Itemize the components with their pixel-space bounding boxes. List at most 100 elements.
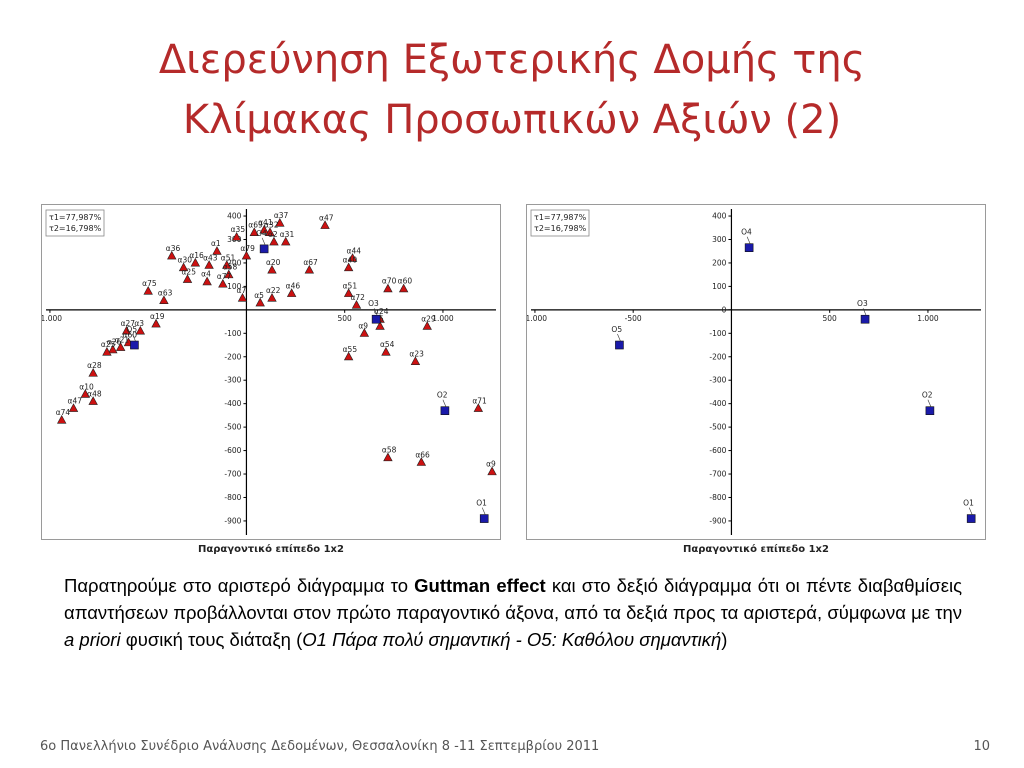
label-leader-line [746,236,751,244]
a-priori-text: a priori [64,629,121,650]
point-label: α32 [264,220,279,229]
y-tick-label: 100 [227,282,242,291]
triangle-point-marker [351,300,362,309]
y-tick-label: -400 [709,399,726,408]
x-tick-label: -1.000 [527,314,547,323]
label-leader-line [481,507,486,515]
point-label: O5 [126,325,137,334]
point-label: α28 [87,361,102,370]
point-label: α43 [203,253,218,262]
page-number: 10 [973,739,990,754]
y-tick-label: 400 [712,212,727,221]
x-tick-label: -1.000 [42,314,62,323]
point-label: O3 [857,299,868,308]
point-label: α35 [231,225,246,234]
point-label: α74 [56,408,71,417]
square-point-marker [744,243,754,252]
point-label: α5 [254,291,264,300]
label-leader-line [968,507,973,515]
x-tick-label: 500 [823,314,838,323]
title-line-2: Κλίμακας Προσωπικών Αξιών (2) [182,97,842,143]
point-label: α72 [350,293,365,302]
triangle-point-marker [167,250,177,260]
y-tick-label: 400 [227,212,242,221]
triangle-point-marker [410,356,421,365]
square-point-marker [130,340,139,350]
square-point-marker [860,314,870,324]
point-label: α70 [382,277,397,286]
triangle-point-marker [143,285,153,295]
triangle-point-marker [487,466,497,476]
square-point-marker [371,314,381,324]
point-label: α2 [268,230,278,239]
y-tick-label: -400 [224,399,241,408]
triangle-point-marker [383,283,393,293]
triangle-point-marker [88,396,98,405]
title-line-1: Διερεύνηση Εξωτερικής Δομής της [158,37,866,83]
label-leader-line [132,333,136,342]
scale-definition-text: Ο1 Πάρα πολύ σημαντική - Ο5: Καθόλου σημ… [302,629,722,650]
triangle-point-marker [115,342,126,351]
y-tick-label: -700 [224,470,241,479]
point-label: α37 [274,211,289,220]
y-tick-label: -800 [709,493,726,502]
point-label: O3 [368,299,379,308]
point-label: α25 [181,267,196,276]
triangle-point-marker [102,346,112,356]
square-point-marker [615,340,624,350]
triangle-point-marker [237,292,248,302]
paragraph-part: φυσική τους διάταξη ( [120,629,303,650]
point-label: α3 [134,319,144,328]
point-label: α31 [280,230,295,239]
triangle-point-marker [304,264,315,274]
point-label: α54 [380,340,395,349]
y-tick-label: -600 [224,446,241,455]
point-label: α25 [101,340,116,349]
triangle-point-marker [269,236,279,246]
label-leader-line [617,333,621,342]
point-label: α1 [211,239,221,248]
triangle-point-marker [343,351,354,361]
y-tick-label: -500 [224,423,241,432]
triangle-point-marker [190,257,201,267]
point-label: O4 [256,229,267,238]
point-label: α16 [189,251,204,260]
triangle-point-marker [398,283,409,293]
triangle-point-marker [381,346,391,356]
triangle-point-marker [359,328,370,337]
triangle-point-marker [231,232,242,241]
point-label: α44 [347,246,362,255]
triangle-point-marker [422,321,432,330]
point-label: α4 [201,270,211,279]
point-label: α26 [107,338,122,347]
x-tick-label: 1.000 [917,314,939,323]
description-paragraph: Παρατηρούμε στο αριστερό διάγραμμα το Gu… [64,572,962,653]
point-label: α75 [142,279,157,288]
triangle-point-marker [275,217,285,227]
point-label: O2 [437,391,448,400]
triangle-point-marker [222,260,232,269]
point-label: α77 [217,272,232,281]
triangle-point-marker [286,288,297,297]
y-tick-label: -300 [709,376,726,385]
point-label: α24 [374,307,389,316]
point-label: α51 [343,281,358,290]
page-title: Διερεύνηση Εξωτερικής Δομής της Κλίμακας… [0,30,1024,150]
triangle-point-marker [255,297,265,307]
point-label: α30 [178,256,193,265]
point-label: α40 [343,256,358,265]
point-label: α29 [421,314,436,323]
point-label: O2 [922,391,933,400]
guttman-effect-text: Guttman effect [414,575,546,596]
point-label: α7 [237,286,247,295]
y-tick-label: 300 [712,235,727,244]
footer-conference: 6ο Πανελλήνιο Συνέδριο Ανάλυσης Δεδομένω… [40,739,600,754]
triangle-point-marker [202,276,212,286]
x-tick-label: 1.000 [432,314,454,323]
point-label: α9 [486,460,496,469]
triangle-point-marker [375,321,385,330]
point-label: α47 [319,213,334,222]
triangle-point-marker [267,264,277,274]
triangle-point-marker [121,325,132,335]
paragraph-part: Παρατηρούμε στο αριστερό διάγραμμα το [64,575,415,596]
